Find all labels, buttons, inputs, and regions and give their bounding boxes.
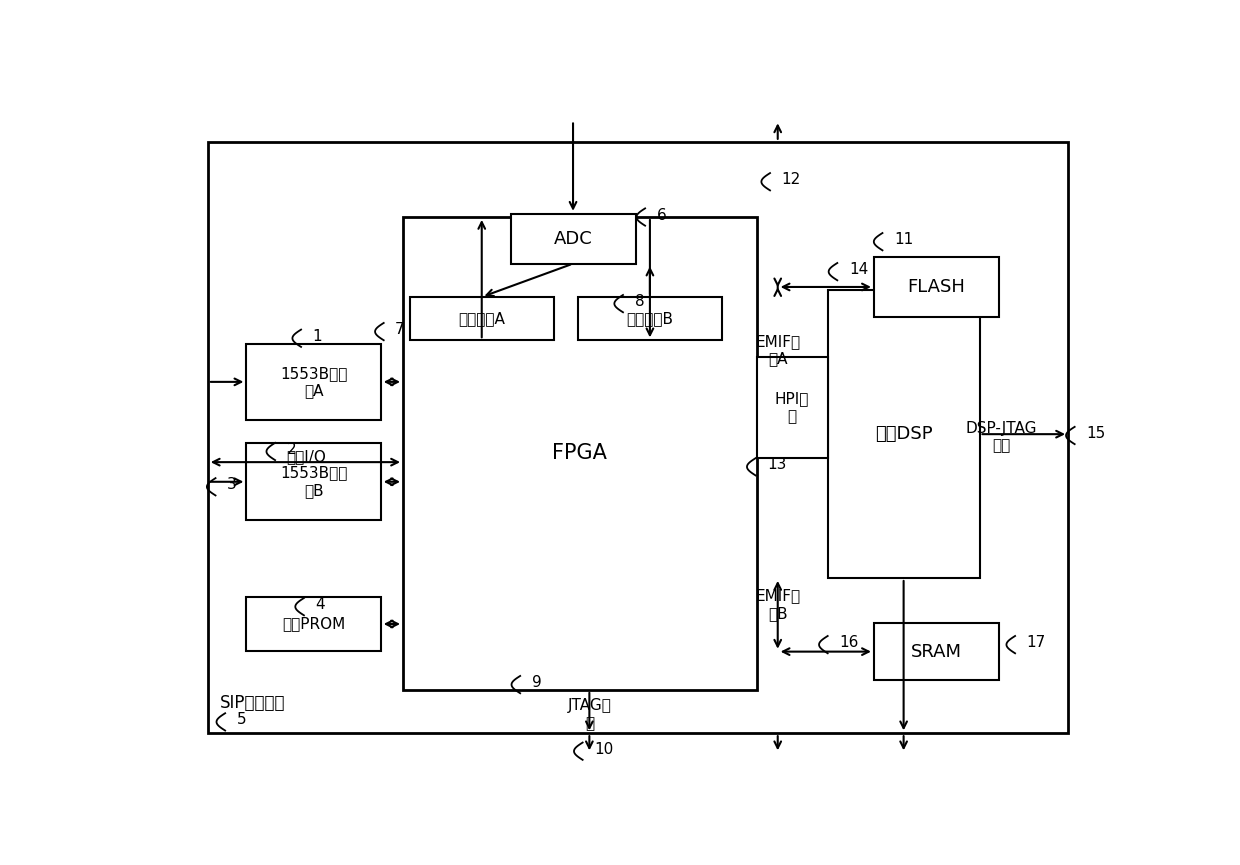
- Text: 1553B收发
器B: 1553B收发 器B: [280, 465, 347, 498]
- Bar: [874, 257, 998, 317]
- Text: HPI总
线: HPI总 线: [775, 391, 810, 424]
- Text: DSP-JTAG
总线: DSP-JTAG 总线: [966, 420, 1038, 453]
- Text: 13: 13: [768, 458, 786, 472]
- Text: 5: 5: [237, 713, 247, 727]
- Text: SRAM: SRAM: [911, 643, 962, 661]
- Text: 14: 14: [849, 262, 868, 277]
- Text: 16: 16: [839, 635, 858, 650]
- Text: FLASH: FLASH: [908, 278, 965, 296]
- Bar: [247, 597, 381, 651]
- Bar: [247, 444, 381, 520]
- Text: 6: 6: [657, 208, 666, 222]
- Bar: [578, 297, 722, 340]
- Text: 11: 11: [894, 232, 913, 247]
- Text: 12: 12: [781, 172, 801, 187]
- Bar: [208, 142, 1068, 734]
- Text: 4: 4: [315, 597, 325, 612]
- Text: 总线驱动B: 总线驱动B: [626, 311, 673, 326]
- Bar: [874, 624, 998, 680]
- Text: 总线驱动A: 总线驱动A: [459, 311, 505, 326]
- Text: 15: 15: [1086, 426, 1105, 441]
- Bar: [511, 214, 635, 264]
- Text: 9: 9: [532, 675, 542, 690]
- Text: 用户I/O: 用户I/O: [286, 449, 326, 465]
- Bar: [828, 291, 980, 578]
- Text: 配置PROM: 配置PROM: [281, 617, 345, 631]
- Text: 1: 1: [312, 329, 322, 343]
- Text: 2: 2: [286, 442, 296, 457]
- Text: FPGA: FPGA: [552, 444, 608, 464]
- Text: 7: 7: [396, 322, 405, 337]
- Text: 8: 8: [635, 294, 644, 309]
- Text: EMIF总
线A: EMIF总 线A: [755, 334, 800, 367]
- Text: 1553B收发
器A: 1553B收发 器A: [280, 366, 347, 398]
- Text: ADC: ADC: [554, 230, 593, 247]
- Text: 10: 10: [594, 741, 614, 757]
- Bar: [756, 357, 828, 458]
- Text: 17: 17: [1027, 635, 1045, 650]
- Text: 四核DSP: 四核DSP: [874, 426, 932, 443]
- Bar: [247, 343, 381, 420]
- Text: 3: 3: [227, 477, 237, 492]
- Bar: [409, 297, 554, 340]
- Text: SIP封装电路: SIP封装电路: [221, 695, 286, 712]
- Text: EMIF总
线B: EMIF总 线B: [755, 588, 800, 621]
- Bar: [403, 217, 756, 690]
- Text: JTAG总
线: JTAG总 线: [568, 698, 611, 731]
